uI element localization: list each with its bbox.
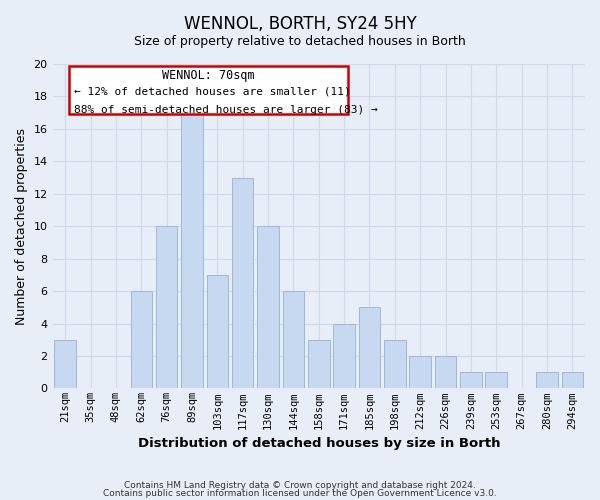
Bar: [308, 340, 329, 388]
Bar: [232, 178, 253, 388]
Text: Contains public sector information licensed under the Open Government Licence v3: Contains public sector information licen…: [103, 489, 497, 498]
Y-axis label: Number of detached properties: Number of detached properties: [15, 128, 28, 324]
Bar: [485, 372, 507, 388]
Bar: [257, 226, 279, 388]
FancyBboxPatch shape: [68, 66, 348, 114]
Bar: [131, 291, 152, 388]
Bar: [435, 356, 457, 388]
Bar: [206, 275, 228, 388]
Text: Size of property relative to detached houses in Borth: Size of property relative to detached ho…: [134, 35, 466, 48]
Bar: [536, 372, 558, 388]
Bar: [409, 356, 431, 388]
Bar: [181, 112, 203, 388]
Text: 88% of semi-detached houses are larger (83) →: 88% of semi-detached houses are larger (…: [74, 104, 377, 115]
Bar: [334, 324, 355, 388]
Bar: [562, 372, 583, 388]
Bar: [283, 291, 304, 388]
Bar: [359, 308, 380, 388]
Text: WENNOL: 70sqm: WENNOL: 70sqm: [162, 69, 254, 82]
Bar: [460, 372, 482, 388]
X-axis label: Distribution of detached houses by size in Borth: Distribution of detached houses by size …: [137, 437, 500, 450]
Text: Contains HM Land Registry data © Crown copyright and database right 2024.: Contains HM Land Registry data © Crown c…: [124, 480, 476, 490]
Bar: [156, 226, 178, 388]
Text: ← 12% of detached houses are smaller (11): ← 12% of detached houses are smaller (11…: [74, 86, 350, 97]
Bar: [55, 340, 76, 388]
Text: WENNOL, BORTH, SY24 5HY: WENNOL, BORTH, SY24 5HY: [184, 15, 416, 33]
Bar: [384, 340, 406, 388]
